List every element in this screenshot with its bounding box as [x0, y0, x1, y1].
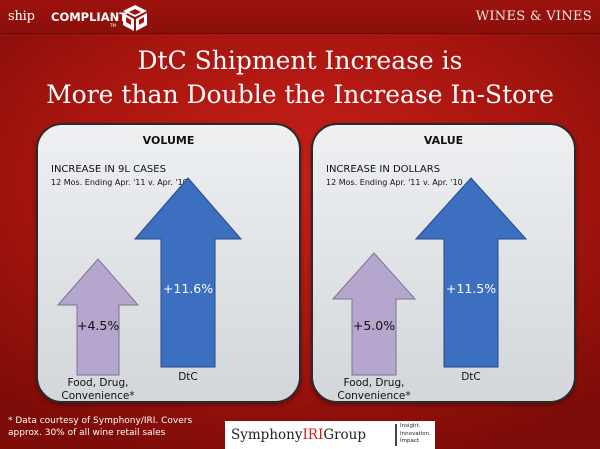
value-food-drug-arrow	[331, 252, 417, 376]
iri-tagline-2: Innovation.	[400, 430, 431, 437]
volume-arrows	[56, 177, 243, 376]
symphony-iri-wordmark: SymphonyIRIGroup	[231, 427, 366, 443]
iri-name-part-3: Group	[323, 427, 367, 443]
volume-panel-heading: VOLUME	[142, 134, 195, 147]
value-dtc-arrow	[414, 177, 528, 368]
slide-title-line-1: DtC Shipment Increase is	[137, 46, 463, 75]
wines-and-vines-logo: WINES & VINES	[475, 9, 592, 24]
volume-food-drug-value: +4.5%	[77, 318, 120, 333]
value-arrows	[331, 177, 528, 376]
value-panel: VALUE INCREASE IN DOLLARS 12 Mos. Ending…	[311, 123, 576, 403]
data-source-footnote: * Data courtesy of Symphony/IRI. Covers …	[8, 415, 223, 439]
volume-panel-subtitle: INCREASE IN 9L CASES	[51, 164, 166, 175]
value-dtc-label: DtC	[461, 371, 481, 383]
volume-food-drug-label-line-1: Food, Drug,	[67, 377, 129, 389]
volume-dtc-value: +11.6%	[162, 281, 214, 296]
value-dtc-value: +11.5%	[445, 281, 497, 296]
iri-name-part-2: IRI	[302, 427, 324, 443]
volume-food-drug-arrow	[56, 258, 140, 376]
footnote-line-1: * Data courtesy of Symphony/IRI. Covers	[8, 416, 193, 426]
volume-food-drug-label-line-2: Convenience*	[61, 390, 135, 402]
iri-name-part-1: Symphony	[231, 427, 303, 443]
value-food-drug-label-line-2: Convenience*	[337, 390, 411, 402]
value-food-drug-label: Food, Drug, Convenience*	[326, 377, 422, 403]
value-panel-heading: VALUE	[423, 134, 464, 147]
volume-panel-period: 12 Mos. Ending Apr. '11 v. Apr. '10	[51, 178, 188, 187]
trademark-mark: TM	[110, 23, 116, 28]
shipcompliant-cube-icon	[123, 5, 147, 31]
footnote-line-2: approx. 30% of all wine retail sales	[8, 428, 166, 438]
volume-food-drug-label: Food, Drug, Convenience*	[50, 377, 146, 403]
volume-dtc-label: DtC	[178, 371, 198, 383]
iri-tagline-3: Impact.	[400, 438, 421, 444]
volume-panel: VOLUME INCREASE IN 9L CASES 12 Mos. Endi…	[36, 123, 301, 403]
value-panel-period: 12 Mos. Ending Apr. '11 v. Apr. '10	[326, 178, 463, 187]
value-panel-subtitle: INCREASE IN DOLLARS	[326, 164, 441, 175]
shipcompliant-logo-ship: ship	[8, 9, 35, 24]
volume-dtc-arrow	[133, 177, 243, 368]
iri-tagline: Insight. Innovation. Impact.	[400, 423, 431, 446]
iri-divider	[395, 424, 397, 446]
shipcompliant-logo-compliant: COMPLIANT	[51, 10, 128, 24]
value-food-drug-label-line-1: Food, Drug,	[343, 377, 405, 389]
iri-tagline-1: Insight.	[400, 423, 421, 429]
symphony-iri-logo: SymphonyIRIGroup Insight. Innovation. Im…	[225, 421, 435, 449]
value-food-drug-value: +5.0%	[352, 318, 396, 333]
slide-title-line-2: More than Double the Increase In-Store	[46, 80, 554, 109]
header-bar	[0, 0, 600, 34]
